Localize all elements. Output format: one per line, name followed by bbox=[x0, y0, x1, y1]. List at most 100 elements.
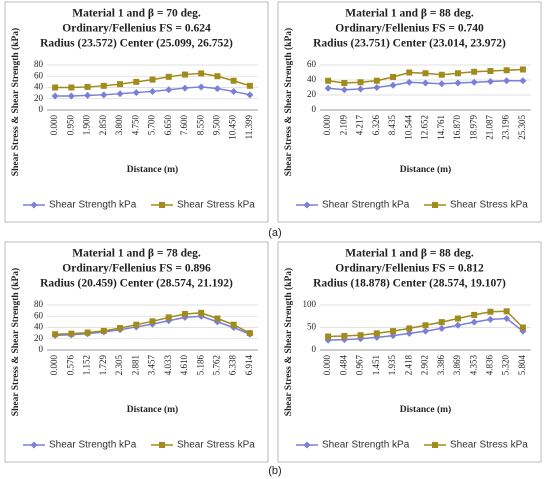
y-tick-label: 20 bbox=[34, 333, 44, 343]
x-tick-label: 6.914 bbox=[244, 355, 254, 376]
data-point bbox=[422, 70, 429, 77]
y-tick-label: 0 bbox=[312, 104, 317, 114]
data-point bbox=[246, 330, 253, 337]
data-point bbox=[519, 324, 526, 331]
data-point bbox=[438, 324, 446, 332]
data-point bbox=[149, 76, 156, 83]
data-point bbox=[52, 331, 59, 338]
x-tick-label: 2.109 bbox=[338, 115, 348, 136]
x-tick-label: 0.000 bbox=[49, 355, 59, 376]
x-axis-label: Distance (m) bbox=[400, 404, 451, 415]
data-point bbox=[165, 314, 172, 321]
data-point bbox=[373, 77, 380, 84]
data-point bbox=[519, 66, 526, 73]
data-point bbox=[454, 79, 462, 87]
x-tick-label: 2.881 bbox=[130, 355, 140, 375]
data-point bbox=[214, 315, 221, 322]
data-point bbox=[230, 77, 237, 84]
data-point bbox=[325, 77, 332, 84]
x-tick-label: 1.152 bbox=[82, 355, 92, 375]
data-point bbox=[406, 325, 413, 332]
data-point bbox=[68, 330, 75, 337]
legend-marker bbox=[303, 441, 311, 449]
x-tick-label: 0.000 bbox=[322, 355, 332, 376]
data-point bbox=[454, 70, 461, 77]
x-axis-label: Distance (m) bbox=[127, 404, 178, 415]
data-point bbox=[52, 84, 59, 91]
data-point bbox=[373, 84, 381, 91]
y-tick-label: 80 bbox=[34, 59, 44, 69]
x-tick-label: 2.418 bbox=[403, 355, 413, 376]
data-point bbox=[132, 89, 140, 97]
data-point bbox=[246, 82, 253, 89]
y-tick-label: 0 bbox=[312, 344, 317, 354]
panel-border bbox=[4, 241, 269, 463]
x-tick-label: 3.869 bbox=[452, 355, 462, 376]
data-point bbox=[470, 78, 478, 86]
data-point bbox=[133, 78, 140, 85]
x-axis-label: Distance (m) bbox=[127, 164, 178, 175]
x-tick-label: 5.320 bbox=[501, 354, 511, 375]
x-tick-label: 21.087 bbox=[484, 115, 494, 140]
y-axis-label: Shear Stress & Shear Strength (kPa) bbox=[10, 28, 21, 176]
data-point bbox=[324, 84, 332, 92]
data-point bbox=[470, 318, 478, 326]
data-point bbox=[165, 86, 173, 94]
x-tick-label: 25.305 bbox=[517, 115, 527, 140]
y-tick-label: 20 bbox=[307, 89, 317, 99]
chart-title: Ordinary/Fellenius FS = 0.740 bbox=[335, 23, 484, 35]
y-axis-label: Shear Stress & Shear Strength (kPa) bbox=[10, 268, 21, 416]
data-point bbox=[117, 81, 124, 88]
data-point bbox=[149, 87, 156, 95]
x-tick-label: 10.450 bbox=[228, 115, 238, 140]
x-tick-label: 0.484 bbox=[338, 355, 348, 376]
data-point bbox=[390, 74, 397, 80]
data-point bbox=[454, 321, 462, 329]
x-tick-label: 1.451 bbox=[371, 355, 381, 375]
data-point bbox=[357, 79, 364, 86]
data-point bbox=[405, 329, 413, 337]
data-point bbox=[84, 91, 92, 99]
x-tick-label: 1.935 bbox=[387, 355, 397, 376]
legend-marker bbox=[159, 202, 165, 208]
data-point bbox=[198, 309, 205, 316]
data-point bbox=[340, 86, 348, 94]
caption: (a) bbox=[268, 227, 281, 239]
x-tick-label: 3.457 bbox=[147, 355, 157, 376]
y-tick-label: 40 bbox=[34, 322, 44, 332]
data-point bbox=[214, 73, 221, 80]
x-tick-label: 3.800 bbox=[114, 114, 124, 135]
y-axis-label: Shear Stress & Shear Strength (kPa) bbox=[283, 28, 294, 176]
x-tick-label: 0.967 bbox=[355, 355, 365, 376]
legend-label: Shear Strength kPa bbox=[322, 440, 410, 451]
chart-title: Material 1 and β = 70 deg. bbox=[72, 8, 201, 20]
y-tick-label: 40 bbox=[307, 74, 317, 84]
data-point bbox=[246, 91, 254, 99]
panel-border bbox=[277, 241, 542, 463]
panel-border bbox=[277, 1, 542, 223]
x-tick-label: 14.761 bbox=[436, 115, 446, 140]
x-tick-label: 0.000 bbox=[49, 115, 59, 136]
data-point bbox=[117, 325, 124, 332]
data-point bbox=[454, 315, 461, 322]
chart-title: Ordinary/Fellenius FS = 0.624 bbox=[62, 23, 211, 35]
data-point bbox=[84, 83, 91, 90]
data-point bbox=[486, 78, 494, 85]
x-tick-label: 0.000 bbox=[322, 115, 332, 136]
data-point bbox=[213, 85, 221, 93]
data-point bbox=[181, 84, 189, 92]
data-point bbox=[438, 71, 445, 78]
data-point bbox=[133, 321, 140, 328]
y-tick-label: 0 bbox=[39, 344, 44, 354]
y-tick-label: 60 bbox=[34, 70, 44, 80]
data-point bbox=[503, 77, 511, 85]
x-tick-label: 0.950 bbox=[65, 115, 75, 136]
legend-marker bbox=[159, 442, 165, 448]
data-point bbox=[341, 80, 348, 86]
data-point bbox=[519, 77, 527, 85]
data-point bbox=[100, 327, 107, 334]
x-tick-label: 16.870 bbox=[452, 115, 462, 140]
chart-title: Ordinary/Fellenius FS = 0.812 bbox=[335, 263, 484, 275]
y-tick-label: 20 bbox=[34, 93, 44, 103]
x-tick-label: 7.600 bbox=[179, 115, 189, 136]
